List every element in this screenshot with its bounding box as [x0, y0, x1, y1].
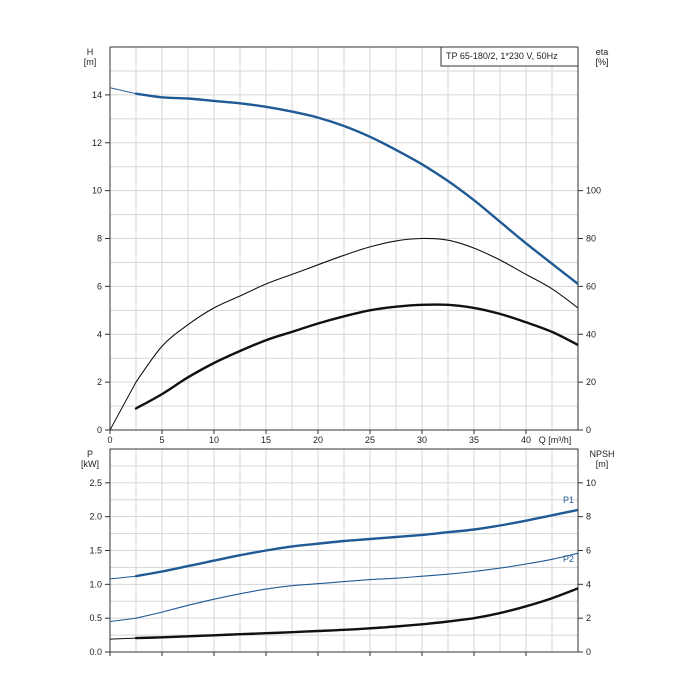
x-tick-label: 25	[365, 435, 375, 445]
right-axis-label: NPSH	[589, 449, 614, 459]
right-tick-label: 4	[586, 579, 591, 589]
series-0-0-extension	[110, 87, 137, 95]
left-tick-label: 1.5	[89, 546, 102, 556]
x-tick-label: 5	[159, 435, 164, 445]
title-box-frame	[440, 46, 579, 67]
right-tick-label: 40	[586, 329, 596, 339]
left-axis-unit: [m]	[84, 57, 97, 67]
right-tick-label: 20	[586, 377, 596, 387]
x-tick-label: 15	[261, 435, 271, 445]
grid	[110, 46, 578, 430]
series-0-1-line	[135, 237, 578, 383]
chart-title-box: TP 65-180/2, 1*230 V, 50Hz	[440, 46, 579, 67]
left-tick-label: 4	[97, 329, 102, 339]
left-axis-unit: [kW]	[81, 459, 99, 469]
right-tick-label: 2	[586, 613, 591, 623]
grid	[110, 448, 578, 652]
series-p2-line	[135, 552, 578, 619]
right-tick-label: 0	[586, 647, 591, 657]
left-axis-label: H	[87, 47, 94, 57]
left-tick-label: 1.0	[89, 579, 102, 589]
series-1-2-extension	[110, 637, 137, 640]
left-tick-label: 10	[92, 186, 102, 196]
left-tick-label: 12	[92, 138, 102, 148]
right-tick-label: 60	[586, 281, 596, 291]
series-p1-label: P1	[563, 495, 574, 505]
left-axis-label: P	[87, 449, 93, 459]
right-axis-unit: [m]	[596, 459, 609, 469]
series-group	[110, 87, 578, 430]
left-tick-label: 2.5	[89, 478, 102, 488]
left-tick-label: 0.5	[89, 613, 102, 623]
series-p2-label: P2	[563, 554, 574, 564]
series-0-2-line	[134, 303, 578, 410]
left-tick-label: 0.0	[89, 647, 102, 657]
series-p1-extension	[110, 575, 137, 580]
series-p1-line	[134, 508, 578, 578]
series-1-2-line	[134, 587, 578, 640]
series-p2-extension	[110, 617, 137, 622]
left-tick-label: 0	[97, 425, 102, 435]
power-npsh-panel: 0.0 0.5 1.0 1.5 2.0 2.5 0 2 4 6 8 10 P[kW] NPSH[m] P1 P…	[81, 448, 615, 657]
left-tick-label: 8	[97, 234, 102, 244]
x-tick-label: 10	[209, 435, 219, 445]
x-tick-label: 20	[313, 435, 323, 445]
left-tick-label: 2.0	[89, 512, 102, 522]
right-axis-unit: [%]	[595, 57, 608, 67]
x-tick-label: 35	[469, 435, 479, 445]
series-0-0-line	[134, 92, 578, 286]
right-tick-label: 100	[586, 186, 601, 196]
series-0-1-extension	[110, 381, 137, 430]
right-tick-label: 6	[586, 546, 591, 556]
right-tick-label: 8	[586, 512, 591, 522]
left-tick-label: 6	[97, 281, 102, 291]
series-group	[110, 508, 578, 640]
right-axis-label: eta	[596, 47, 609, 57]
chart-title: TP 65-180/2, 1*230 V, 50Hz	[446, 51, 558, 61]
left-tick-label: 14	[92, 90, 102, 100]
right-tick-label: 80	[586, 234, 596, 244]
head-efficiency-panel: 0 2 4 6 8 10 12 14 0 20 40 60 80 100 0 5 10 15 20 25 30 35 40 H…	[84, 46, 609, 445]
x-tick-label: 0	[107, 435, 112, 445]
x-axis-label: Q [m³/h]	[539, 435, 572, 445]
right-tick-label: 10	[586, 478, 596, 488]
right-tick-label: 0	[586, 425, 591, 435]
x-tick-label: 30	[417, 435, 427, 445]
left-tick-label: 2	[97, 377, 102, 387]
x-tick-label: 40	[521, 435, 531, 445]
